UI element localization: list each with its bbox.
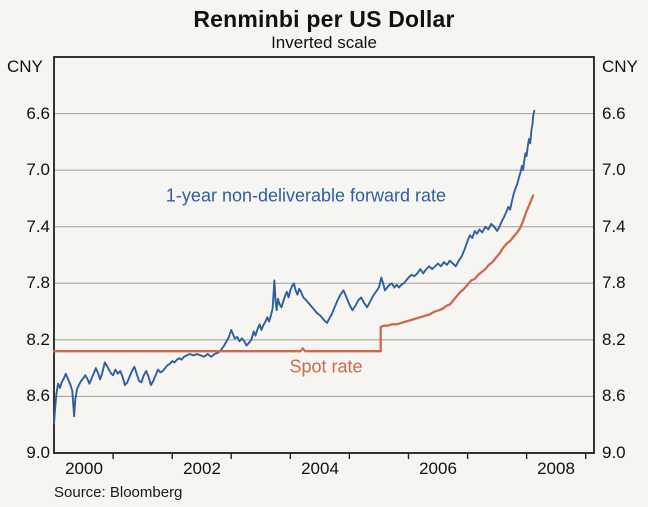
y-tick-label-left: 9.0 (26, 443, 50, 462)
y-tick-label-left: 8.2 (26, 330, 50, 349)
y-tick-label-right: 7.4 (602, 217, 626, 236)
y-tick-label-right: 9.0 (602, 443, 626, 462)
y-tick-label-right: 8.6 (602, 386, 626, 405)
y-tick-label-right: 6.6 (602, 104, 626, 123)
y-tick-label-left: 7.4 (26, 217, 50, 236)
forward-rate-series-label: 1-year non-deliverable forward rate (165, 185, 447, 206)
chart-subtitle: Inverted scale (271, 33, 377, 52)
x-tick-label: 2006 (419, 459, 457, 478)
spot-rate-series-label: Spot rate (289, 356, 363, 377)
y-tick-label-right: 7.0 (602, 160, 626, 179)
y-tick-label-left: 7.8 (26, 273, 50, 292)
y-tick-label-right: 8.2 (602, 330, 626, 349)
spot-rate-line (52, 194, 535, 353)
plot-frame (53, 56, 595, 454)
x-tick-label: 2008 (537, 459, 575, 478)
y-tick-label-left: 6.6 (26, 104, 50, 123)
y-axis-unit-left: CNY (7, 57, 43, 76)
source-note: Source: Bloomberg (54, 484, 183, 501)
chart-title: Renminbi per US Dollar (193, 6, 455, 32)
x-tick-label: 2004 (301, 459, 339, 478)
x-tick-label: 2002 (183, 459, 221, 478)
y-tick-label-left: 8.6 (26, 386, 50, 405)
y-tick-label-right: 7.8 (602, 273, 626, 292)
forward-rate-line (53, 109, 536, 425)
y-axis-unit-right: CNY (602, 57, 638, 76)
y-tick-label-left: 7.0 (26, 160, 50, 179)
x-tick-label: 2000 (65, 459, 103, 478)
